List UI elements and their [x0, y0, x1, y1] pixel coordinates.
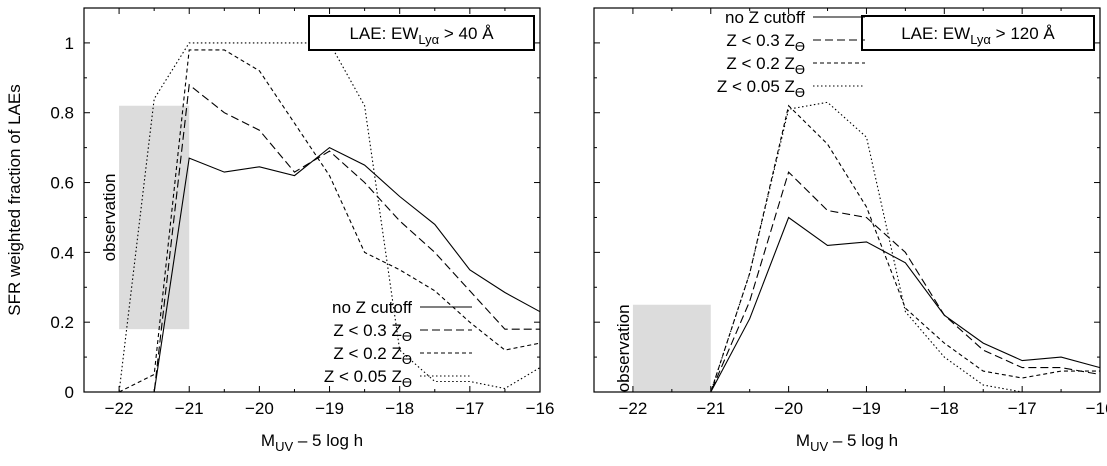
panel-2: observation −22 −21 −20 −19 −18 −17 −16 MUV – 5 …: [593, 7, 1107, 454]
y-tick-label: 0.4: [50, 243, 74, 262]
legend-label: Z < 0.05 Zϴ: [717, 77, 805, 100]
x-tick-label: −18: [930, 399, 959, 418]
series-line-2: [84, 83, 540, 393]
x-axis-label: MUV – 5 log h: [796, 431, 898, 454]
x-tick-label: −17: [455, 399, 484, 418]
x-tick-label: −16: [1086, 399, 1107, 418]
legend-label: Z < 0.3 Zϴ: [726, 31, 805, 54]
observation-box: [632, 304, 711, 392]
legend-label: no Z cutoff: [332, 298, 412, 317]
legend-label: Z < 0.2 Zϴ: [333, 344, 412, 367]
legend-label: no Z cutoff: [725, 8, 805, 27]
panel-1: observation −22 −21 −20 −19 −18 −17 −16 0 0.2 0.4 0…: [50, 7, 555, 454]
x-tick-label: −18: [385, 399, 414, 418]
ew-cut-label: LAE: EWLyα > 120 Å: [901, 24, 1055, 47]
observation-box: [119, 105, 190, 330]
x-tick-label: −21: [696, 399, 725, 418]
y-axis-label: SFR weighted fraction of LAEs: [5, 84, 24, 316]
x-tick-label: −19: [315, 399, 344, 418]
legend-label: Z < 0.05 Zϴ: [324, 367, 412, 390]
x-tick-label: −22: [105, 399, 134, 418]
y-tick-label: 0.6: [50, 174, 74, 193]
ew-cut-label: LAE: EWLyα > 40 Å: [349, 24, 494, 47]
series-line-4: [84, 42, 541, 393]
series-line-1: [84, 146, 541, 393]
ew-cut-box: [308, 15, 535, 51]
x-tick-label: −22: [619, 399, 648, 418]
x-tick-label: −20: [245, 399, 274, 418]
y-tick-label: 0.2: [50, 313, 74, 332]
plot-frame: [83, 7, 541, 393]
y-tick-label: 0: [65, 383, 74, 402]
y-tick-label: 1: [65, 34, 74, 53]
observation-label: observation: [614, 304, 633, 392]
plot-frame: [593, 7, 1101, 393]
ew-cut-box: [861, 15, 1095, 51]
x-tick-label: −17: [1008, 399, 1037, 418]
legend-label: Z < 0.2 Zϴ: [726, 54, 805, 77]
x-axis-label: MUV – 5 log h: [261, 431, 363, 454]
x-tick-label: −19: [852, 399, 881, 418]
observation-label: observation: [100, 174, 119, 262]
x-tick-label: −20: [774, 399, 803, 418]
x-tick-label: −16: [526, 399, 555, 418]
y-tick-label: 0.8: [50, 104, 74, 123]
x-tick-label: −21: [175, 399, 204, 418]
legend-label: Z < 0.3 Zϴ: [333, 321, 412, 344]
series-line-3: [84, 49, 541, 393]
